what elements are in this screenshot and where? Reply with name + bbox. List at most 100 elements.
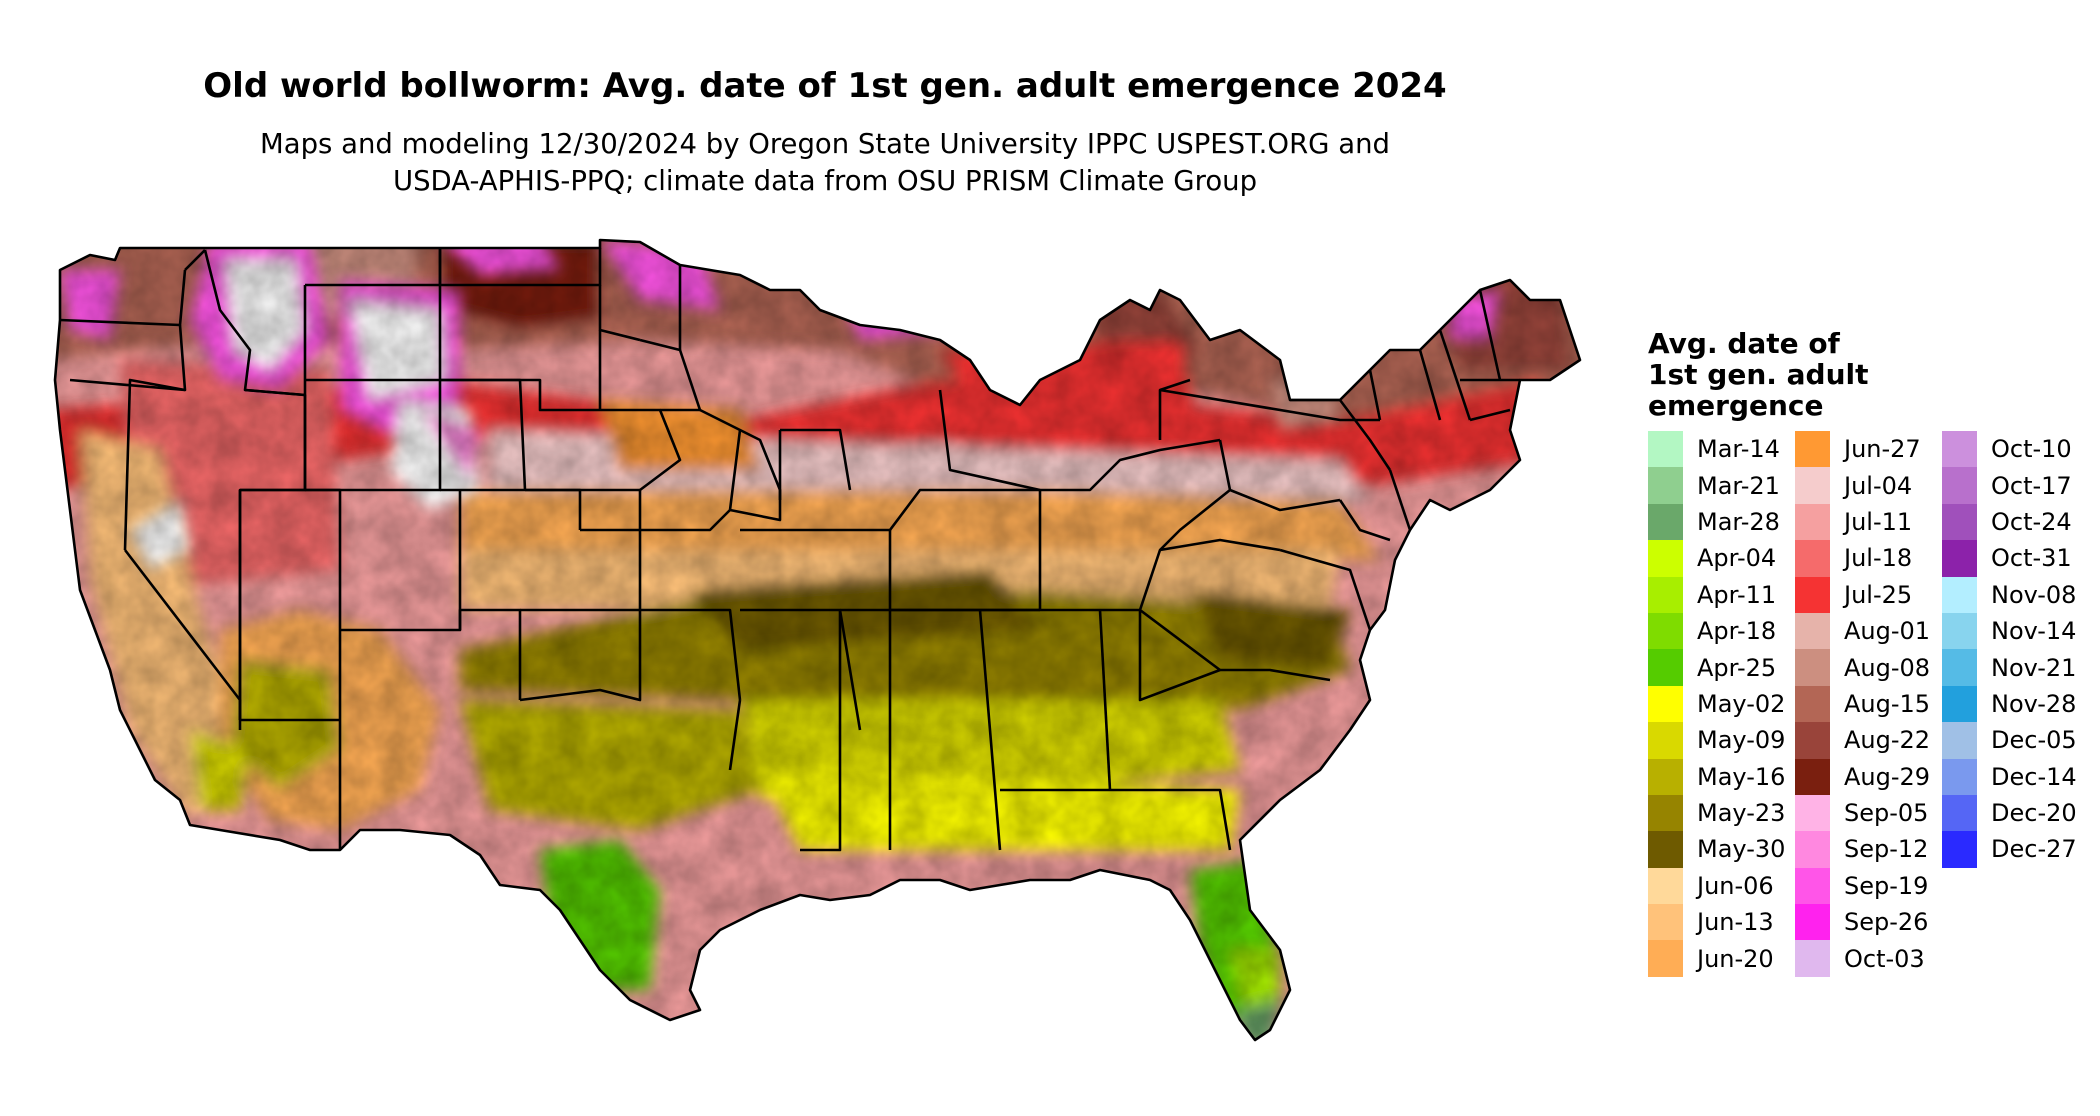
legend-title-line-2: 1st gen. adult xyxy=(1648,358,1869,391)
legend-swatch xyxy=(1648,794,1683,832)
map-subtitle: Maps and modeling 12/30/2024 by Oregon S… xyxy=(0,126,1650,200)
legend-swatch xyxy=(1942,649,1977,686)
legend-item: Oct-03 xyxy=(1795,940,1930,977)
legend-item: Jul-25 xyxy=(1795,576,1930,613)
legend-label: Jul-11 xyxy=(1844,507,1913,536)
legend-swatch xyxy=(1795,431,1830,468)
legend-title-line-1: Avg. date of xyxy=(1648,327,1840,360)
legend-swatch xyxy=(1795,758,1830,795)
legend-label: Dec-27 xyxy=(1991,835,2077,864)
legend-swatch xyxy=(1942,576,1977,613)
legend-item: Aug-15 xyxy=(1795,685,1931,723)
legend-swatch xyxy=(1795,867,1830,905)
legend-item: Aug-29 xyxy=(1795,758,1931,795)
legend-label: Nov-08 xyxy=(1991,580,2077,609)
legend-item: Sep-05 xyxy=(1795,794,1930,832)
legend-label: Aug-08 xyxy=(1844,653,1931,682)
legend-label: Sep-12 xyxy=(1844,835,1929,864)
legend-label: May-16 xyxy=(1697,762,1786,791)
legend-label: Apr-18 xyxy=(1697,617,1777,646)
legend-label: Jun-13 xyxy=(1697,908,1774,937)
legend-column: Mar-14 Mar-21 Mar-28 Apr-04 Apr-11 Apr-18 Apr-… xyxy=(1648,431,1785,977)
legend-label: Aug-29 xyxy=(1844,762,1931,791)
legend-label: Jun-20 xyxy=(1697,944,1774,973)
us-emergence-map xyxy=(53,238,1582,1042)
legend-item: Dec-20 xyxy=(1942,794,2077,832)
legend-swatch xyxy=(1648,940,1683,977)
legend-label: Oct-24 xyxy=(1991,507,2072,536)
legend-item: Aug-22 xyxy=(1795,722,1930,759)
legend-swatch xyxy=(1648,503,1683,541)
legend-item: Mar-28 xyxy=(1648,503,1785,541)
legend-label: Dec-20 xyxy=(1991,799,2077,828)
legend-swatch xyxy=(1942,503,1977,541)
legend-label: Nov-14 xyxy=(1991,617,2077,646)
legend-label: May-02 xyxy=(1697,689,1786,718)
legend-swatch xyxy=(1648,904,1683,941)
legend-item: Jul-04 xyxy=(1795,467,1930,504)
legend-swatch xyxy=(1795,503,1830,541)
legend-swatch xyxy=(1795,904,1830,941)
legend-item: Apr-25 xyxy=(1648,649,1785,686)
legend-item: Sep-12 xyxy=(1795,831,1930,868)
legend-swatch xyxy=(1942,758,1977,795)
legend-swatch xyxy=(1795,612,1830,650)
legend-swatch xyxy=(1942,831,1977,868)
legend-item: Nov-28 xyxy=(1942,685,2077,723)
legend-swatch xyxy=(1795,831,1830,868)
legend-swatch xyxy=(1795,940,1830,977)
legend-item: Oct-17 xyxy=(1942,467,2077,504)
legend-swatch xyxy=(1942,612,1977,650)
legend-swatch xyxy=(1648,867,1683,905)
legend-swatch xyxy=(1648,540,1683,577)
legend-swatch xyxy=(1648,722,1683,759)
legend-label: Mar-28 xyxy=(1697,507,1780,536)
legend-label: Jul-04 xyxy=(1844,471,1913,500)
legend-label: Jul-18 xyxy=(1844,544,1913,573)
legend-label: Dec-05 xyxy=(1991,726,2077,755)
legend-label: Sep-26 xyxy=(1844,908,1929,937)
legend-label: Aug-01 xyxy=(1844,617,1931,646)
legend-swatch xyxy=(1942,467,1977,504)
legend-item: Nov-21 xyxy=(1942,649,2077,686)
legend-label: Jul-25 xyxy=(1844,580,1913,609)
legend-item: Jun-20 xyxy=(1648,940,1785,977)
legend-item: May-30 xyxy=(1648,831,1786,868)
map-title: Old world bollworm: Avg. date of 1st gen… xyxy=(203,66,1447,106)
legend-title: Avg. date of 1st gen. adult emergence xyxy=(1648,328,1948,421)
legend-label: May-30 xyxy=(1697,835,1786,864)
legend-label: May-09 xyxy=(1697,726,1786,755)
legend-swatch xyxy=(1942,431,1977,468)
legend-item: Nov-14 xyxy=(1942,612,2077,650)
legend-label: Apr-11 xyxy=(1697,580,1777,609)
legend-item: Oct-24 xyxy=(1942,503,2077,541)
legend-item: Jun-13 xyxy=(1648,904,1785,941)
legend-swatch xyxy=(1942,794,1977,832)
legend-item: May-23 xyxy=(1648,794,1785,832)
legend-swatch xyxy=(1648,431,1683,468)
legend-item: May-16 xyxy=(1648,758,1786,795)
legend-item: Dec-14 xyxy=(1942,758,2077,795)
legend-swatch xyxy=(1795,649,1830,686)
legend-item: Mar-14 xyxy=(1648,431,1785,468)
legend-item: Apr-04 xyxy=(1648,540,1785,577)
legend-label: Sep-19 xyxy=(1844,871,1929,900)
legend-item: Oct-31 xyxy=(1942,540,2077,577)
legend-item: Apr-18 xyxy=(1648,612,1785,650)
legend-item: Oct-10 xyxy=(1942,431,2077,468)
legend-label: Aug-15 xyxy=(1844,689,1931,718)
legend-label: Nov-28 xyxy=(1991,689,2077,718)
legend-swatch xyxy=(1795,722,1830,759)
legend-item: Nov-08 xyxy=(1942,576,2077,613)
legend-item: Dec-05 xyxy=(1942,722,2077,759)
legend-item: Sep-19 xyxy=(1795,867,1930,905)
legend-swatch xyxy=(1795,467,1830,504)
legend-swatch xyxy=(1795,540,1830,577)
legend-swatch xyxy=(1648,758,1683,795)
legend-label: Oct-31 xyxy=(1991,544,2072,573)
legend-swatch xyxy=(1795,794,1830,832)
legend-label: Oct-03 xyxy=(1844,944,1925,973)
legend-item: Jun-27 xyxy=(1795,431,1930,468)
legend-swatch xyxy=(1648,467,1683,504)
legend-item: Jul-18 xyxy=(1795,540,1930,577)
